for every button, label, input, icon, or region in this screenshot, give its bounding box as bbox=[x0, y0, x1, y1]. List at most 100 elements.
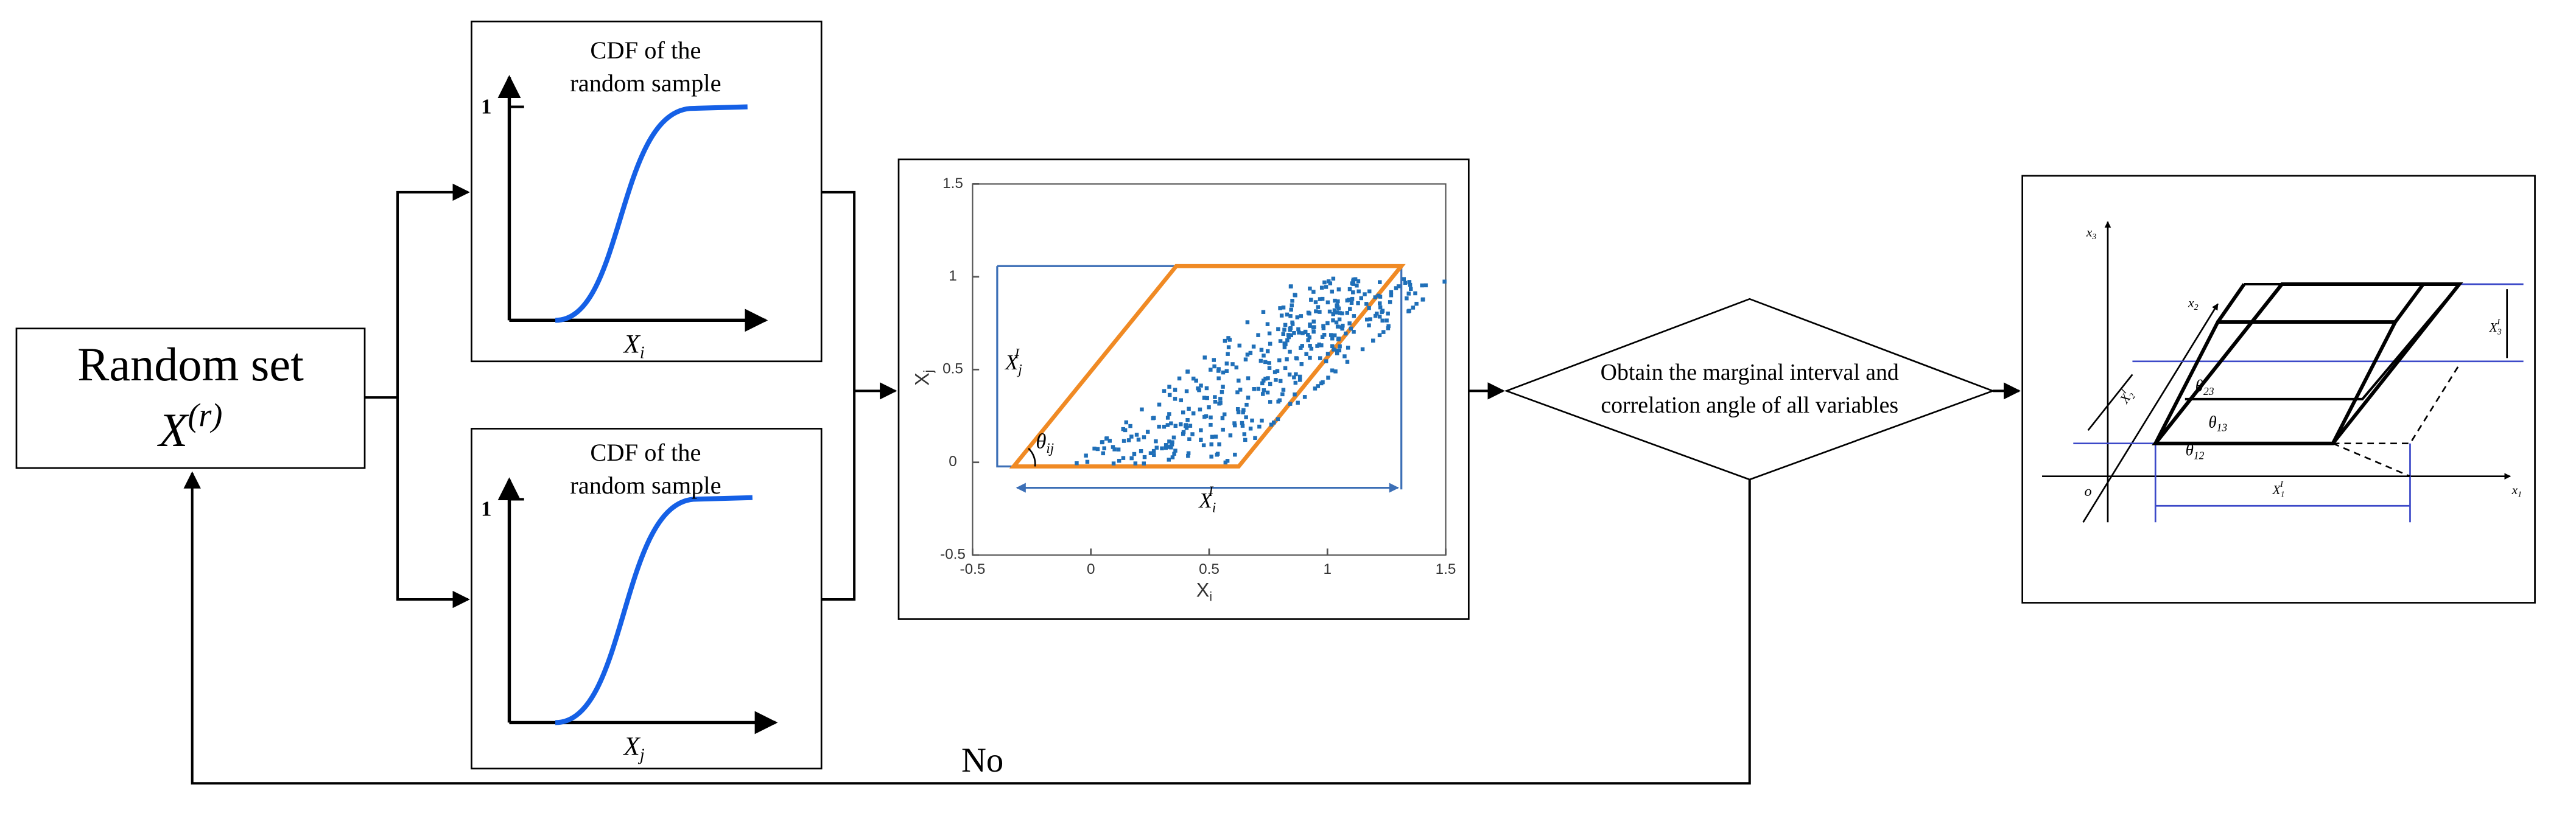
point bbox=[1352, 330, 1356, 334]
math-label: θ23 bbox=[2195, 377, 2214, 397]
point bbox=[1287, 372, 1292, 377]
point bbox=[1386, 326, 1391, 330]
dim-line bbox=[2087, 374, 2133, 431]
point bbox=[1279, 313, 1284, 318]
point bbox=[1145, 430, 1150, 434]
symbol: X bbox=[2489, 320, 2498, 335]
superscript: I bbox=[1208, 484, 1214, 499]
point bbox=[1212, 358, 1216, 362]
hidden-edges bbox=[2332, 364, 2460, 477]
point bbox=[1338, 311, 1342, 315]
point bbox=[1405, 296, 1409, 301]
point bbox=[1318, 297, 1322, 301]
point bbox=[1237, 379, 1241, 383]
point bbox=[1411, 305, 1416, 310]
point bbox=[1335, 304, 1339, 308]
point bbox=[1252, 387, 1256, 391]
point bbox=[1191, 376, 1196, 381]
point bbox=[1199, 438, 1203, 442]
point bbox=[1351, 290, 1355, 295]
point bbox=[1169, 421, 1173, 425]
point bbox=[1265, 349, 1270, 354]
point bbox=[1139, 449, 1143, 453]
point bbox=[1209, 442, 1213, 447]
point bbox=[1402, 277, 1406, 281]
point bbox=[1381, 330, 1386, 334]
point bbox=[1238, 388, 1243, 392]
symbol: X bbox=[2272, 483, 2281, 497]
point bbox=[1386, 312, 1390, 316]
subscript: 13 bbox=[2217, 421, 2228, 433]
point bbox=[1322, 280, 1327, 285]
point bbox=[1288, 314, 1293, 318]
point bbox=[1299, 346, 1303, 350]
point bbox=[1385, 318, 1389, 323]
point bbox=[1242, 432, 1247, 436]
point bbox=[1129, 434, 1134, 439]
point bbox=[1241, 408, 1246, 413]
point bbox=[1267, 331, 1272, 336]
point bbox=[1261, 392, 1265, 396]
point bbox=[1167, 385, 1171, 389]
point bbox=[1373, 313, 1378, 318]
point bbox=[1124, 420, 1129, 425]
point bbox=[1296, 327, 1300, 332]
subscript: 1 bbox=[2281, 490, 2285, 500]
point bbox=[1331, 276, 1336, 281]
point bbox=[1304, 352, 1308, 356]
point bbox=[1336, 299, 1340, 304]
point bbox=[1205, 396, 1209, 400]
point bbox=[1345, 311, 1350, 315]
point bbox=[1154, 445, 1159, 450]
point bbox=[1324, 359, 1328, 363]
point bbox=[1306, 338, 1310, 343]
math-label: θ12 bbox=[2186, 441, 2205, 461]
interval-lines bbox=[2073, 283, 2524, 445]
point bbox=[1368, 317, 1372, 321]
point bbox=[1311, 329, 1316, 334]
point bbox=[1307, 335, 1311, 340]
y-tick-label: 0 bbox=[949, 453, 956, 470]
x-tick-label: 0.5 bbox=[1199, 561, 1220, 577]
panel-title: random sample bbox=[570, 472, 721, 499]
panel-title: CDF of the bbox=[590, 37, 701, 64]
math-label: x1 bbox=[2511, 483, 2522, 500]
point bbox=[1313, 300, 1318, 304]
point bbox=[1246, 396, 1251, 400]
point bbox=[1288, 326, 1292, 331]
point bbox=[1173, 448, 1177, 453]
point bbox=[1283, 323, 1288, 327]
symbol: X bbox=[1196, 579, 1210, 601]
point bbox=[1274, 378, 1278, 382]
point bbox=[1191, 411, 1196, 416]
point bbox=[1095, 447, 1100, 452]
point bbox=[1309, 346, 1314, 351]
symbol: x bbox=[2188, 295, 2194, 310]
y-tick-label: -0.5 bbox=[940, 546, 966, 563]
point bbox=[1351, 279, 1355, 284]
point bbox=[1380, 310, 1384, 315]
point bbox=[1167, 445, 1171, 449]
point bbox=[1295, 315, 1300, 319]
point bbox=[1408, 287, 1413, 291]
point bbox=[1349, 326, 1353, 331]
point bbox=[1377, 333, 1382, 338]
origin-label: o bbox=[2085, 483, 2092, 500]
superscript: I bbox=[2496, 317, 2501, 327]
point bbox=[1297, 374, 1302, 379]
point bbox=[1187, 406, 1191, 411]
point bbox=[1340, 326, 1344, 331]
point bbox=[1251, 344, 1256, 349]
point bbox=[1307, 311, 1311, 316]
point bbox=[1375, 312, 1379, 316]
point bbox=[1121, 427, 1126, 431]
point bbox=[1285, 312, 1290, 317]
point bbox=[1350, 296, 1355, 301]
point bbox=[1201, 443, 1206, 447]
point bbox=[1288, 284, 1293, 289]
interval-lines bbox=[2154, 443, 2411, 523]
point bbox=[1102, 446, 1106, 450]
point bbox=[1111, 461, 1116, 466]
point bbox=[1293, 392, 1297, 397]
